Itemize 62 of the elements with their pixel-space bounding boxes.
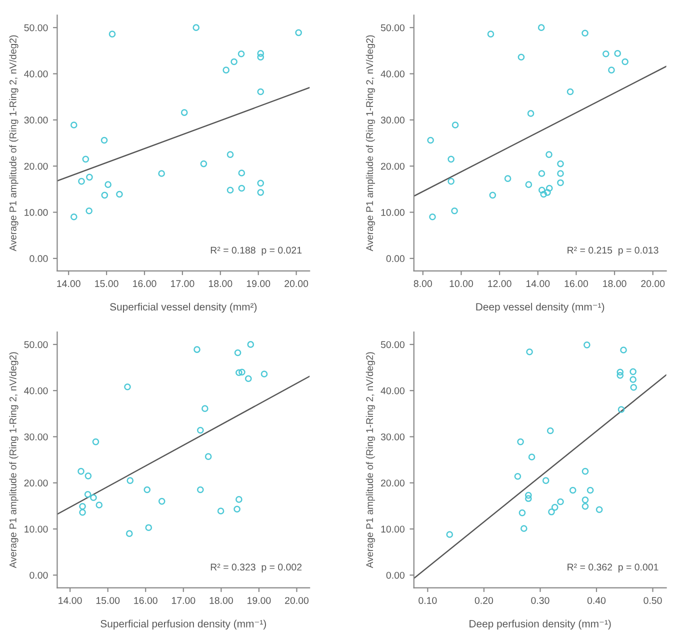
x-tick-label: 20.00 <box>641 280 665 288</box>
y-axis-title: Average P1 amplitude of (Ring 1-Ring 2, nV/deg2) <box>366 352 375 568</box>
y-tick-label: 10.00 <box>381 209 404 216</box>
y-tick-label: 0.00 <box>386 572 404 579</box>
x-tick-label: 17.00 <box>171 280 194 288</box>
y-axis-title: Average P1 amplitude of (Ring 1-Ring 2, nV/deg2) <box>9 352 18 568</box>
annotation: R² = 0.188 p = 0.021 <box>210 246 302 256</box>
y-tick-label: 50.00 <box>380 24 404 32</box>
y-tick-label: 0.00 <box>30 572 48 579</box>
x-axis-title: Deep vessel density (mm⁻¹) <box>476 302 604 313</box>
x-tick-label: 0.50 <box>644 597 662 604</box>
x-tick-label: 20.00 <box>285 597 309 604</box>
x-tick-label: 17.00 <box>172 597 196 604</box>
y-tick-label: 40.00 <box>24 70 48 78</box>
y-tick-label: 40.00 <box>24 387 48 394</box>
y-tick-label: 0.00 <box>386 255 404 262</box>
y-tick-label: 40.00 <box>380 70 404 78</box>
y-tick-label: 50.00 <box>380 341 404 348</box>
x-tick-label: 0.40 <box>587 597 606 604</box>
x-tick-label: 19.00 <box>248 597 271 604</box>
x-tick-label: 14.00 <box>526 280 550 288</box>
y-tick-label: 20.00 <box>24 480 48 486</box>
annotation: R² = 0.215 p = 0.013 <box>568 246 658 256</box>
x-tick-label: 8.00 <box>414 280 432 288</box>
x-tick-label: 16.00 <box>564 280 588 288</box>
x-tick-label: 0.20 <box>474 597 494 604</box>
y-tick-label: 10.00 <box>24 209 48 216</box>
x-tick-label: 14.00 <box>57 280 80 288</box>
x-tick-label: 18.00 <box>208 280 232 288</box>
y-tick-label: 50.00 <box>24 341 48 348</box>
y-tick-label: 30.00 <box>24 433 48 440</box>
x-tick-label: 19.00 <box>246 280 270 288</box>
annotation: R² = 0.323 p = 0.002 <box>210 564 302 572</box>
annotation: R² = 0.362 p = 0.001 <box>568 564 658 572</box>
x-tick-label: 10.00 <box>450 280 474 288</box>
x-tick-label: 14.00 <box>58 597 82 604</box>
x-tick-label: 0.30 <box>531 597 550 604</box>
x-tick-label: 16.00 <box>133 280 156 288</box>
x-axis-title: Superficial perfusion density (mm⁻¹) <box>100 620 266 630</box>
y-tick-label: 30.00 <box>380 116 404 124</box>
x-tick-label: 18.00 <box>210 597 233 604</box>
y-tick-label: 30.00 <box>380 433 404 440</box>
y-tick-label: 10.00 <box>24 526 48 533</box>
x-tick-label: 20.00 <box>284 280 308 288</box>
y-tick-label: 10.00 <box>381 526 404 533</box>
y-tick-label: 40.00 <box>380 387 404 394</box>
x-tick-label: 18.00 <box>603 280 626 288</box>
y-tick-label: 30.00 <box>24 116 48 124</box>
x-tick-label: 15.00 <box>96 597 120 604</box>
x-axis-title: Deep perfusion density (mm⁻¹) <box>470 620 611 630</box>
x-tick-label: 16.00 <box>134 597 158 604</box>
y-tick-label: 20.00 <box>381 480 404 486</box>
x-tick-label: 0.10 <box>418 597 437 604</box>
x-tick-label: 12.00 <box>488 280 512 288</box>
y-tick-label: 0.00 <box>30 255 48 262</box>
x-axis-title: Superficial vessel density (mm²) <box>110 302 257 313</box>
x-tick-label: 15.00 <box>95 280 118 288</box>
y-axis-title: Average P1 amplitude of (Ring 1-Ring 2, nV/deg2) <box>366 35 375 252</box>
y-tick-label: 50.00 <box>24 24 48 32</box>
y-tick-label: 20.00 <box>381 162 404 170</box>
y-axis-title: Average P1 amplitude of (Ring 1-Ring 2, nV/deg2) <box>9 35 18 252</box>
y-tick-label: 20.00 <box>24 162 48 170</box>
